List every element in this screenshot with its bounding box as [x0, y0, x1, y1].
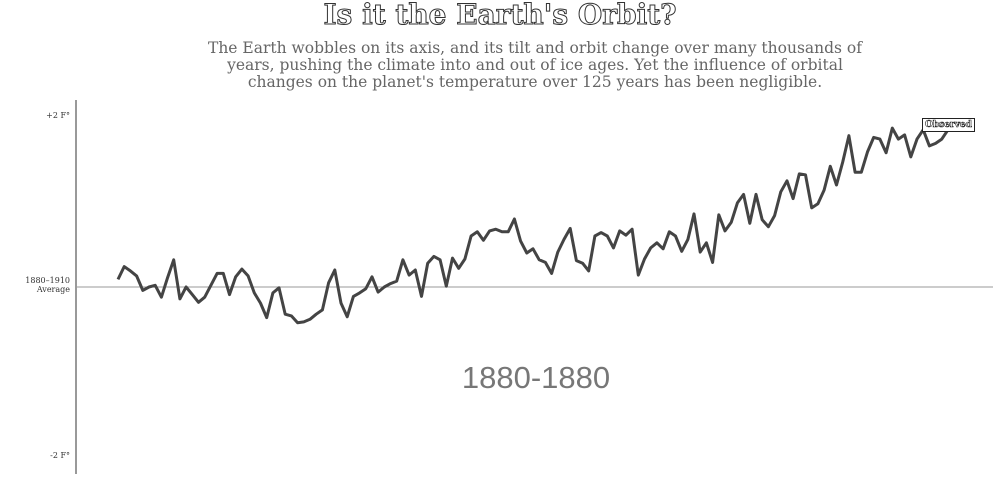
chart-title: Is it the Earth's Orbit? — [323, 0, 677, 32]
data-line — [116, 126, 950, 325]
chart-subtitle: The Earth wobbles on its axis, and its t… — [207, 39, 862, 91]
y-tick-label: 1880–1910 Average — [25, 276, 70, 294]
series-label: Observed — [922, 117, 975, 132]
period-label: 1880-1880 — [461, 360, 611, 395]
y-tick-label: +2 F° — [46, 110, 70, 120]
y-tick-label: -2 F° — [50, 450, 70, 460]
